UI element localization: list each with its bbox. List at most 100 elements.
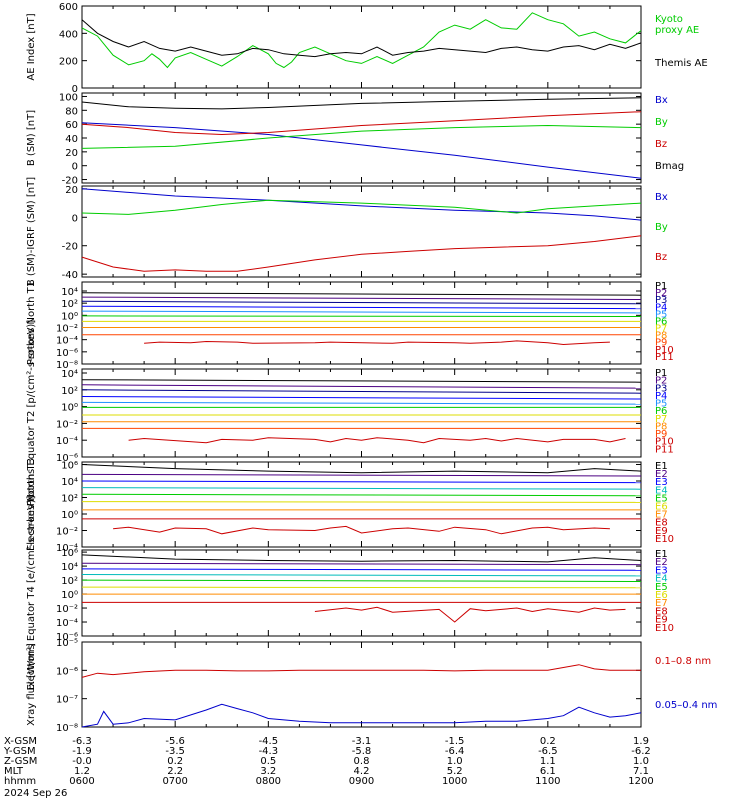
legend-label: E5 [655, 582, 668, 593]
legend-label: E4 [655, 574, 668, 585]
series-line-0-1-0-8-nm [81, 664, 641, 678]
y-axis-title: Xray flux [W/m²] [26, 643, 37, 726]
legend-label: E9 [655, 526, 668, 537]
x-axis-value: 0900 [349, 776, 374, 787]
x-axis-value: 1100 [535, 776, 560, 787]
series-line-p5 [81, 310, 642, 314]
series-line-e3 [81, 568, 642, 571]
legend-label: E7 [655, 598, 668, 609]
y-axis-title: AE Index [nT] [26, 13, 37, 80]
legend-label: P5 [655, 399, 667, 410]
series-line-p3 [81, 389, 642, 394]
x-axis-value: -5.8 [352, 746, 372, 757]
series-line-e9 [314, 606, 626, 623]
series-line-e5 [81, 579, 642, 582]
series-line-p1 [81, 379, 642, 383]
series-line-e1 [81, 464, 642, 474]
series-line-0-05-0-4-nm [81, 703, 642, 728]
legend-label: P4 [655, 391, 667, 402]
x-axis-value: 1.0 [633, 756, 649, 767]
y-tick-label: 10⁴ [61, 369, 78, 380]
legend-label: P9 [655, 338, 667, 349]
legend-label: P3 [655, 295, 667, 306]
y-tick-label: 10⁻⁴ [56, 436, 78, 447]
y-tick-label: 80 [65, 106, 78, 117]
x-axis-value: 0800 [256, 776, 281, 787]
x-axis-value: 2.2 [167, 766, 183, 777]
legend-label: Kyoto [655, 14, 683, 25]
series-line-by [81, 124, 642, 149]
x-axis-value: -1.5 [445, 736, 465, 747]
legend-label: P2 [655, 288, 667, 299]
legend-label: E2 [655, 557, 668, 568]
y-tick-label: 10² [61, 576, 78, 587]
legend-label: P11 [655, 444, 674, 455]
y-tick-label: 10⁻⁴ [56, 336, 78, 347]
y-tick-label: 0 [72, 162, 78, 173]
x-axis-value: -1.9 [72, 746, 92, 757]
x-axis-row-label: Y-GSM [3, 746, 36, 757]
y-tick-label: 10⁰ [61, 510, 78, 521]
x-axis-value: 0.8 [354, 756, 370, 767]
panel-frame [81, 641, 642, 728]
series-line-p3 [81, 300, 642, 305]
legend-label: E7 [655, 510, 668, 521]
legend-label: Bz [655, 252, 667, 263]
y-tick-label: 60 [65, 120, 78, 131]
y-tick-label: 10⁻² [56, 604, 78, 615]
legend-label: E8 [655, 606, 668, 617]
legend-label: Themis AE [654, 58, 708, 69]
legend-label: E6 [655, 590, 668, 601]
x-axis-value: 1200 [628, 776, 653, 787]
legend-label: P7 [655, 324, 667, 335]
panel-electrons-n3: 10⁻⁴ 10⁻² 10⁰ 10² 10⁴ 10⁶ Electrons North T3 E1… [26, 458, 674, 554]
x-axis-value: -5.6 [165, 736, 185, 747]
series-line-e1 [81, 554, 642, 563]
series-line-p4 [81, 396, 642, 400]
y-tick-label: 10⁻⁶ [56, 348, 78, 359]
legend-label: P10 [655, 437, 674, 448]
legend-label: 0.05–0.4 nm [655, 700, 717, 711]
series-line-bz [81, 235, 642, 272]
series-line-p5 [81, 401, 642, 405]
x-axis-value: 7.1 [633, 766, 649, 777]
y-axis-title: B (SM) [nT] [26, 110, 37, 166]
y-tick-label: 20 [65, 185, 78, 196]
y-tick-label: 10⁰ [61, 590, 78, 601]
y-tick-label: -20 [62, 242, 78, 253]
legend-label: P6 [655, 406, 667, 417]
x-axis-value: -4.3 [259, 746, 279, 757]
series-line-p10 [128, 437, 626, 444]
y-tick-label: 10⁻⁴ [56, 618, 78, 629]
y-axis-title: Electrons North T3 [26, 458, 37, 551]
panel-electrons-e4: 10⁻⁶ 10⁻⁴ 10⁻² 10⁰ 10² 10⁴ 10⁶ Electrons Equato… [26, 495, 674, 690]
legend-label: Bmag [655, 161, 684, 172]
x-axis-row-label: MLT [4, 766, 24, 777]
panel-bdiff: -40 -20 0 20 B (SM)-IGRF (SM) [nT] Bx By Bz [26, 177, 668, 286]
panel-frame [81, 549, 642, 637]
y-tick-label: -20 [62, 176, 78, 187]
legend-label: P4 [655, 302, 667, 313]
x-axis-value: 1.2 [74, 766, 90, 777]
y-tick-label: 200 [59, 57, 78, 68]
x-axis-value: -6.4 [445, 746, 465, 757]
x-axis-value: 5.2 [447, 766, 463, 777]
legend-label: P1 [655, 368, 667, 379]
y-tick-label: 40 [65, 134, 78, 145]
y-tick-label: 0 [72, 213, 78, 224]
legend-label: P8 [655, 331, 667, 342]
series-line-p2 [81, 296, 642, 300]
y-tick-label: 10⁻⁶ [56, 632, 78, 643]
x-axis-value: -0.0 [72, 756, 92, 767]
legend-label: Bx [655, 192, 668, 203]
y-tick-label: 100 [59, 92, 78, 103]
y-tick-label: 10⁻⁶ [56, 453, 78, 464]
y-tick-label: 10⁴ [61, 562, 78, 573]
legend-label: E1 [655, 549, 668, 560]
series-line-p1 [81, 292, 642, 296]
y-tick-label: 10⁻² [56, 323, 78, 334]
panel-bsm: -20 0 20 40 60 80 100 B (SM) [nT] Bx By Bz Bmag [26, 92, 684, 186]
x-axis-row-label: X-GSM [4, 736, 37, 747]
x-axis-row-label: hhmm [4, 776, 36, 787]
